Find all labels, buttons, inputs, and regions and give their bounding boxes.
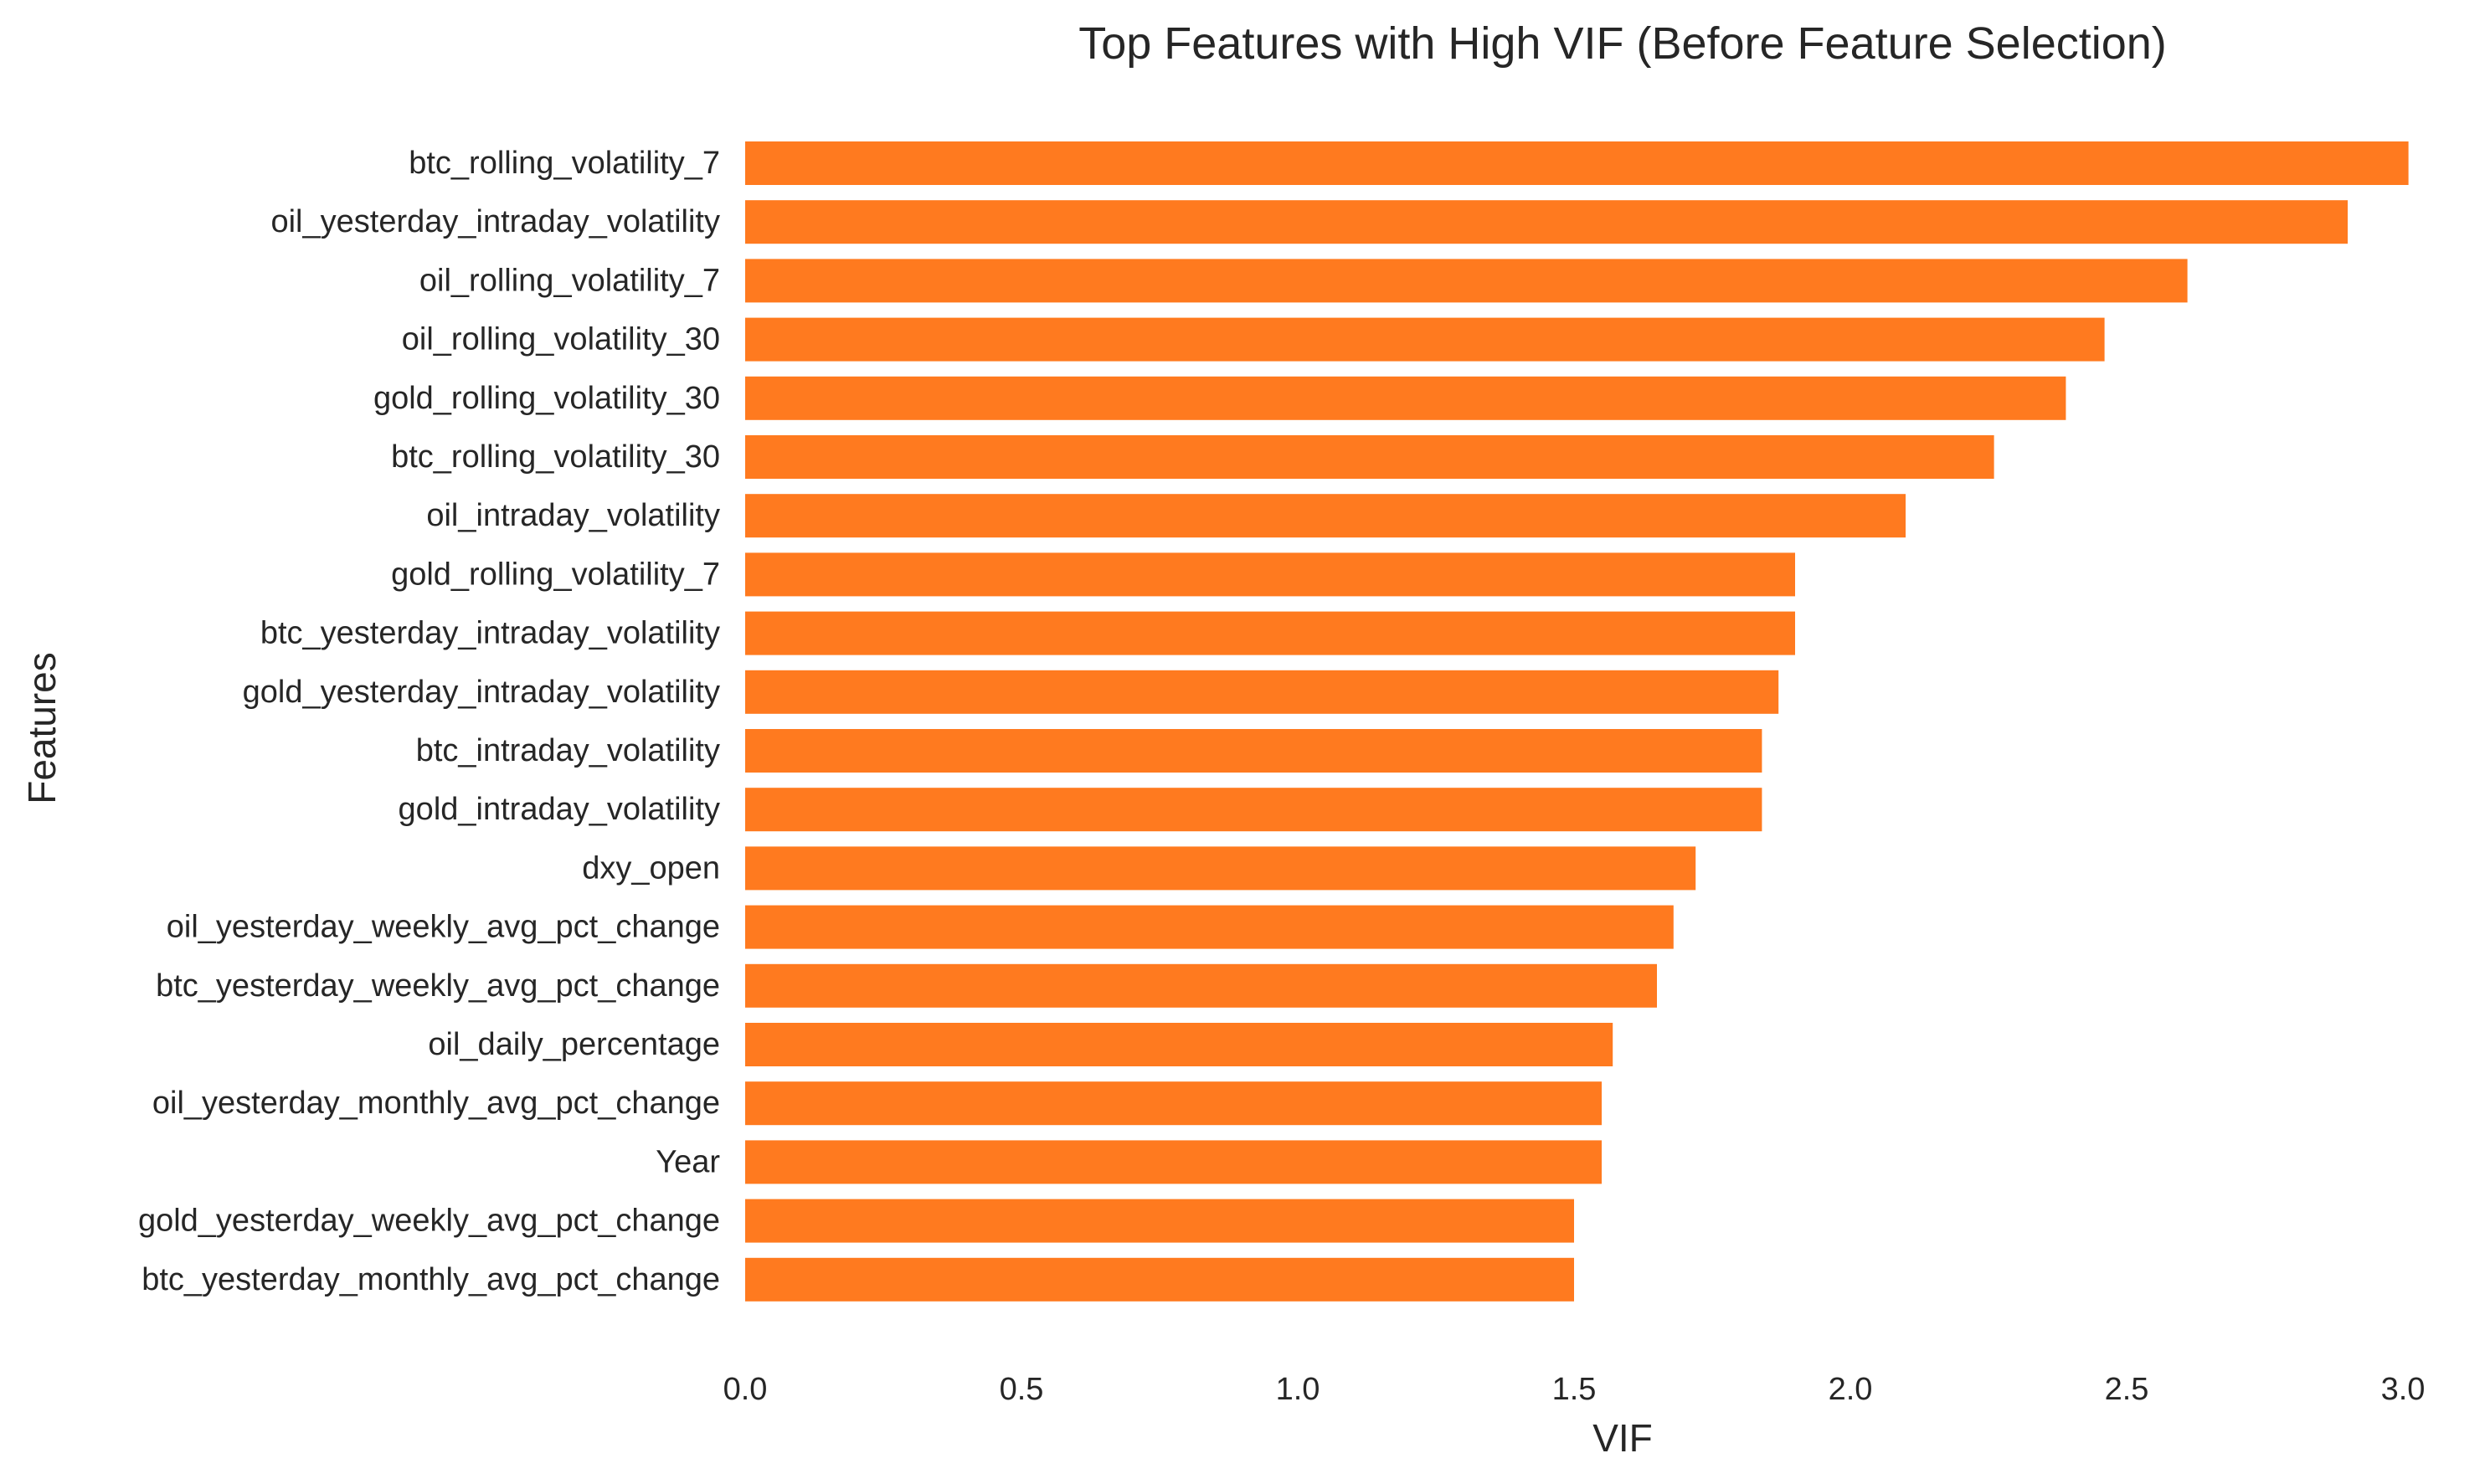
y-tick-label: oil_daily_percentage xyxy=(428,1027,720,1062)
x-tick-label: 1.0 xyxy=(1276,1372,1320,1407)
y-tick-label: btc_yesterday_intraday_volatility xyxy=(260,616,720,651)
chart-title: Top Features with High VIF (Before Featu… xyxy=(1078,18,2167,69)
bar-btc-intraday-volatility xyxy=(745,729,1762,773)
bar-gold-yesterday-intraday-volatility xyxy=(745,670,1779,714)
y-tick-label: gold_yesterday_weekly_avg_pct_change xyxy=(138,1204,720,1239)
bar-gold-intraday-volatility xyxy=(745,788,1762,832)
bar-gold-yesterday-weekly-avg-pct-change xyxy=(745,1199,1574,1243)
y-tick-label: gold_intraday_volatility xyxy=(399,792,720,827)
bar-dxy-open xyxy=(745,846,1696,891)
bar-btc-yesterday-intraday-volatility xyxy=(745,611,1795,655)
bar-year xyxy=(745,1140,1602,1184)
bar-oil-rolling-volatility-7 xyxy=(745,259,2188,303)
y-tick-label: btc_intraday_volatility xyxy=(416,733,720,768)
bar-oil-daily-percentage xyxy=(745,1023,1613,1066)
x-tick-label: 3.0 xyxy=(2381,1372,2426,1407)
y-tick-label: oil_yesterday_intraday_volatility xyxy=(270,204,720,239)
y-tick-label: btc_rolling_volatility_30 xyxy=(391,439,720,475)
bar-oil-yesterday-weekly-avg-pct-change xyxy=(745,905,1674,949)
y-tick-label: btc_rolling_volatility_7 xyxy=(409,146,720,181)
x-tick-label: 0.5 xyxy=(1000,1372,1044,1407)
bar-gold-rolling-volatility-30 xyxy=(745,376,2066,420)
y-tick-label: gold_rolling_volatility_7 xyxy=(391,557,720,592)
bar-oil-yesterday-monthly-avg-pct-change xyxy=(745,1081,1602,1126)
y-tick-label: oil_yesterday_weekly_avg_pct_change xyxy=(167,910,720,945)
bar-oil-rolling-volatility-30 xyxy=(745,317,2105,362)
y-tick-label: gold_rolling_volatility_30 xyxy=(373,381,720,416)
y-tick-label: gold_yesterday_intraday_volatility xyxy=(243,675,720,710)
x-tick-label: 2.5 xyxy=(2105,1372,2149,1407)
y-tick-label: oil_rolling_volatility_7 xyxy=(419,263,720,298)
bars-layer xyxy=(745,141,2409,1302)
bar-btc-yesterday-monthly-avg-pct-change xyxy=(745,1257,1574,1302)
x-tick-label: 0.0 xyxy=(723,1372,768,1407)
bar-btc-yesterday-weekly-avg-pct-change xyxy=(745,963,1657,1008)
x-tick-labels: 0.0 0.5 1.0 1.5 2.0 2.5 3.0 xyxy=(723,1372,2426,1407)
bar-btc-rolling-volatility-7 xyxy=(745,141,2409,185)
y-tick-label: oil_rolling_volatility_30 xyxy=(402,322,720,357)
y-tick-label: dxy_open xyxy=(582,850,720,886)
x-tick-label: 2.0 xyxy=(1829,1372,1873,1407)
y-tick-labels: btc_rolling_volatility_7 oil_yesterday_in… xyxy=(138,146,720,1297)
y-tick-label: btc_yesterday_monthly_avg_pct_change xyxy=(141,1262,720,1297)
bar-gold-rolling-volatility-7 xyxy=(745,552,1795,597)
x-axis-label: VIF xyxy=(1592,1416,1653,1460)
y-axis-label: Features xyxy=(20,652,64,804)
bar-oil-intraday-volatility xyxy=(745,494,1906,538)
bar-btc-rolling-volatility-30 xyxy=(745,435,1994,479)
x-tick-label: 1.5 xyxy=(1552,1372,1597,1407)
bar-oil-yesterday-intraday-volatility xyxy=(745,200,2348,244)
y-tick-label: Year xyxy=(656,1144,720,1179)
y-tick-label: oil_yesterday_monthly_avg_pct_change xyxy=(152,1086,720,1121)
y-tick-label: oil_intraday_volatility xyxy=(426,498,720,533)
y-tick-label: btc_yesterday_weekly_avg_pct_change xyxy=(156,968,720,1004)
